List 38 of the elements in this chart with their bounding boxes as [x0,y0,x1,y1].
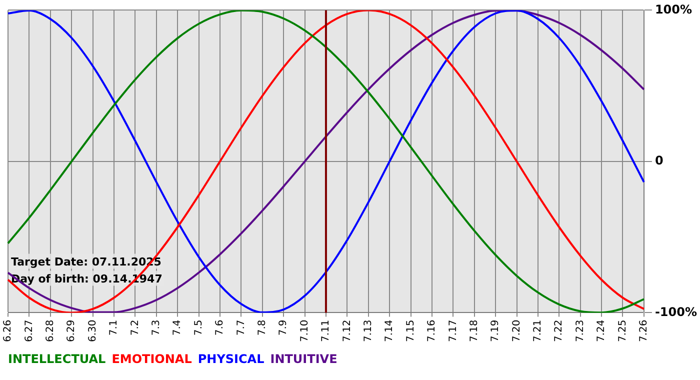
x-tick-label: 7.17 [448,320,459,342]
y-tick-label: 100% [654,2,692,16]
x-tick-label: 7.12 [342,320,353,342]
x-tick-label: 7.9 [278,320,290,336]
x-tick-label: 7.23 [574,320,586,342]
x-tick-label: 7.3 [150,320,162,336]
x-tick-label: 7.4 [172,320,184,336]
x-tick-label: 7.5 [193,320,204,336]
x-tick-label: 7.14 [384,320,396,342]
x-tick-label: 7.2 [130,320,141,336]
x-tick-label: 6.29 [66,320,78,342]
x-tick-label: 7.19 [490,320,502,342]
x-tick-label: 7.10 [299,320,310,342]
x-tick-label: 6.28 [44,320,56,342]
x-tick-label: 7.6 [214,320,226,336]
x-tick-label: 7.8 [256,320,268,336]
x-tick-label: 7.7 [236,320,247,336]
x-tick-label: 7.15 [405,320,416,342]
x-tick-label: 6.30 [87,320,98,342]
x-tick-label: 7.11 [320,320,332,342]
y-tick-label: 0 [654,154,664,168]
x-tick-label: 7.20 [511,320,522,342]
x-tick-label: 7.22 [554,320,565,342]
x-tick-label: 7.18 [468,320,480,342]
text: INTUITIVE [270,352,338,366]
x-tick-label: 7.16 [426,320,438,342]
x-tick-label: 7.26 [638,320,650,342]
x-tick-label: 6.27 [24,320,35,342]
text: EMOTIONAL [112,352,192,366]
text: INTELLECTUAL [8,352,106,366]
text: PHYSICAL [198,352,264,366]
x-tick-label: 7.25 [617,320,628,342]
x-tick-label: 7.13 [362,320,374,342]
x-tick-label: 6.26 [2,320,14,342]
y-tick-label: -100% [654,304,698,319]
x-tick-label: 7.24 [596,320,608,342]
x-tick-label: 7.1 [108,320,120,336]
x-tick-label: 7.21 [532,320,544,342]
